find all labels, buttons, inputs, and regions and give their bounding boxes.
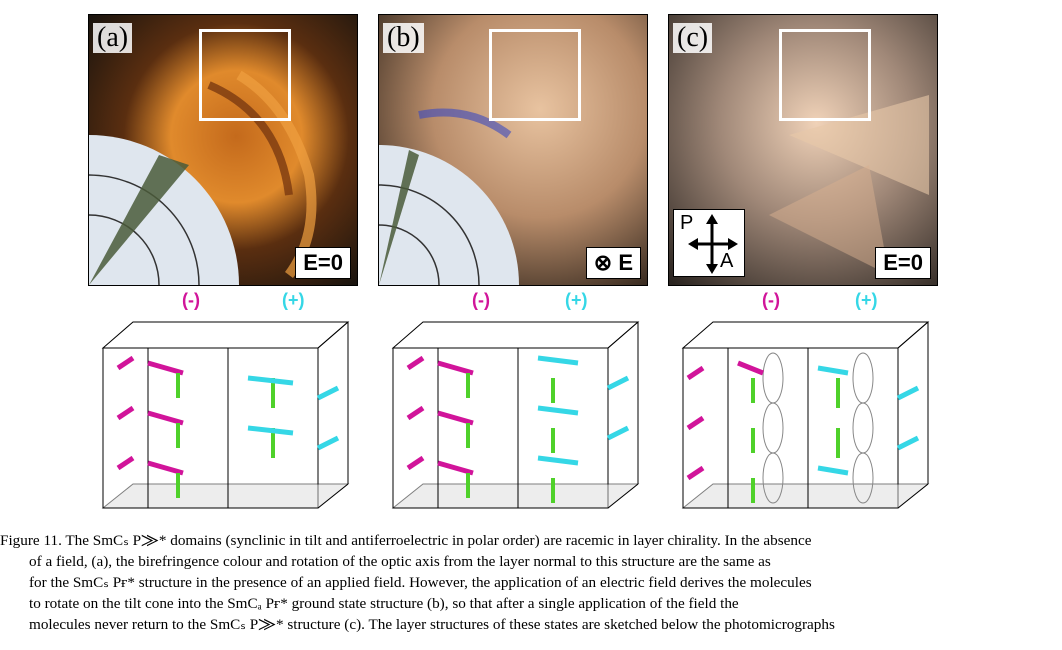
micrograph-a: (a) E=0	[88, 14, 358, 286]
neg-chirality-label-b: (-)	[472, 290, 490, 310]
polarizer-analyzer-icon: P A	[673, 209, 745, 277]
layer-sketch-b	[391, 321, 640, 509]
pos-chirality-label-c: (+)	[855, 290, 878, 310]
micrograph-b-image	[379, 15, 647, 285]
caption-line: of a field, (a), the birefringence colou…	[29, 553, 771, 570]
caption-line: Figure 11. The SmCₛ P⨠* domains (synclin…	[0, 532, 812, 549]
pos-chirality-label-a: (+)	[282, 290, 305, 310]
micrograph-b: (b) ⊗ E	[378, 14, 648, 286]
micrograph-a-image	[89, 15, 357, 285]
layer-sketch-a	[101, 321, 350, 509]
analyzer-label: A	[720, 250, 734, 272]
panel-c-label: (c)	[673, 23, 713, 53]
pos-chirality-label-b: (+)	[565, 290, 588, 310]
caption-line: to rotate on the tilt cone into the SmCₐ…	[29, 595, 739, 612]
caption-line: molecules never return to the SmCₛ P⨠* s…	[29, 616, 835, 633]
polarizer-label: P	[680, 212, 694, 234]
caption-line: for the SmCₛ Pғ* structure in the presen…	[29, 574, 812, 591]
cyan-molecules	[247, 375, 340, 451]
panel-a-label: (a)	[93, 23, 133, 53]
green-arrows	[176, 373, 275, 498]
neg-chirality-label-c: (-)	[762, 290, 780, 310]
zoom-region-box	[779, 29, 871, 121]
zoom-region-box	[199, 29, 291, 121]
layer-sketch-c	[681, 321, 930, 509]
neg-chirality-label-a: (-)	[182, 290, 200, 310]
zoom-region-box	[489, 29, 581, 121]
figure-caption: Figure 11. The SmCₛ P⨠* domains (synclin…	[0, 530, 1060, 635]
field-label-text: E	[618, 250, 633, 275]
micrograph-c-image	[669, 15, 937, 285]
field-into-page-icon: ⊗	[593, 250, 613, 275]
magenta-molecules	[116, 355, 184, 476]
field-label-a: E=0	[295, 247, 351, 279]
micrograph-c: (c) P A E=0	[668, 14, 938, 286]
field-label-c: E=0	[875, 247, 931, 279]
panel-b-label: (b)	[383, 23, 424, 53]
field-label-b: ⊗ E	[585, 247, 641, 279]
